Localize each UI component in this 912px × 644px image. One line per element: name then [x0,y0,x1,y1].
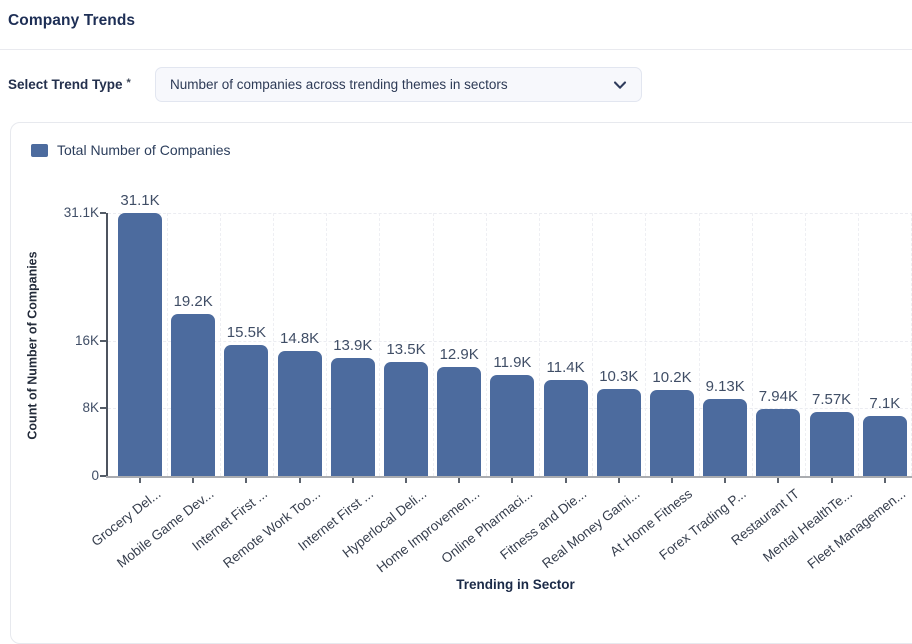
bar-3[interactable] [277,351,322,476]
x-axis-tick [617,478,620,483]
bar-value-label: 7.94K [758,388,798,405]
bar-value-label: 11.9K [493,354,532,371]
bar-5[interactable] [384,362,428,476]
x-category-label: Remote Work Too... [219,486,323,571]
bar-11[interactable] [703,399,748,476]
gridline-vertical [751,213,753,476]
bar-value-label: 13.9K [333,337,373,354]
x-axis-tick [724,478,727,483]
chart-card: Total Number of Companies Count of Numbe… [10,122,912,644]
bar-value-label: 15.5K [226,324,266,341]
x-axis-tick [458,478,461,483]
bar-13[interactable] [809,412,854,476]
bar-value-label: 10.3K [599,368,639,385]
trend-type-select-value: Number of companies across trending them… [170,77,508,92]
y-axis-tick-label: 8K [82,400,99,416]
gridline-vertical [645,213,647,476]
x-axis-tick [192,478,195,483]
gridline-vertical [592,213,594,476]
trend-type-select[interactable]: Number of companies across trending them… [155,67,642,102]
x-axis-tick [351,478,354,483]
gridline-vertical [485,213,487,476]
x-axis-line [106,476,912,478]
bar-value-label: 19.2K [173,293,213,310]
bar-8[interactable] [543,380,588,476]
y-axis-tick-mark [100,339,106,342]
gridline-vertical [858,213,860,476]
bar-value-label: 13.5K [386,341,426,358]
page-title: Company Trends [8,12,136,29]
plot-area: 31.1K 19.2K 15.5K 14.8K 13.9K 13.5K 12.9K 11.9K… [108,192,912,476]
x-axis-tick [245,478,248,483]
bar-value-label: 12.9K [439,346,479,363]
gridline-vertical [698,213,700,476]
x-axis-tick [777,478,780,483]
x-category-label: Home Improvemen... [373,486,483,576]
trend-type-label-text: Select Trend Type [8,77,123,92]
x-category-label: Real Money Gami... [538,486,643,572]
gridline-vertical [326,213,328,476]
bar-4[interactable] [330,358,375,476]
x-axis-tick [564,478,567,483]
bar-value-label: 9.13K [705,378,745,395]
x-axis-tick [830,478,833,483]
x-category-label: Mobile Game Dev... [113,486,217,571]
x-category-label: Mental HealthTe... [759,486,855,565]
bar-1[interactable] [171,314,216,476]
gridline-vertical [219,213,221,476]
y-axis-tick-label: 0 [91,468,99,483]
x-axis-tick [671,478,673,483]
gridline-horizontal [108,340,912,342]
y-axis-tick-label: 31.1K [63,205,99,220]
x-axis-tick [511,478,514,483]
y-axis-tick-mark [100,407,106,410]
x-axis-tick [405,478,407,483]
gridline-vertical [805,213,806,476]
bar-0[interactable] [118,213,162,476]
x-axis-tick [139,478,141,483]
bar-value-label: 7.57K [811,391,852,408]
gridline-vertical [539,213,540,476]
legend[interactable]: Total Number of Companies [31,142,231,158]
gridline-vertical [432,213,434,476]
gridline-vertical [379,213,381,476]
x-axis-tick [883,478,886,483]
legend-label: Total Number of Companies [57,142,231,158]
bar-value-label: 7.1K [869,395,901,412]
x-axis-title: Trending in Sector [456,577,575,592]
x-category-label: Fleet Managemen... [804,486,909,572]
y-axis-tick-label: 16K [74,332,99,348]
bar-value-label: 11.4K [546,359,585,376]
required-asterisk: * [126,77,131,89]
header-divider [0,49,912,50]
gridline-vertical [166,213,168,476]
y-axis-line [106,213,108,477]
y-axis-tick-mark [100,212,106,214]
x-category-label: Online Pharmaci... [438,486,536,567]
bar-2[interactable] [224,345,269,476]
bar-value-label: 10.2K [652,369,692,386]
bar-value-label: 14.8K [279,330,320,347]
gridline-horizontal [108,213,912,214]
y-axis-tick-mark [100,475,106,477]
bar-7[interactable] [490,375,535,476]
bar-14[interactable] [862,416,907,476]
bar-9[interactable] [596,389,641,476]
bar-value-label: 31.1K [120,192,160,209]
trend-type-label: Select Trend Type * [8,77,131,92]
bar-6[interactable] [437,367,482,476]
x-axis-tick [298,478,301,483]
legend-swatch [31,143,48,157]
bar-12[interactable] [756,409,801,476]
gridline-vertical [273,213,274,476]
chevron-down-icon [612,77,628,93]
bar-10[interactable] [650,390,694,476]
